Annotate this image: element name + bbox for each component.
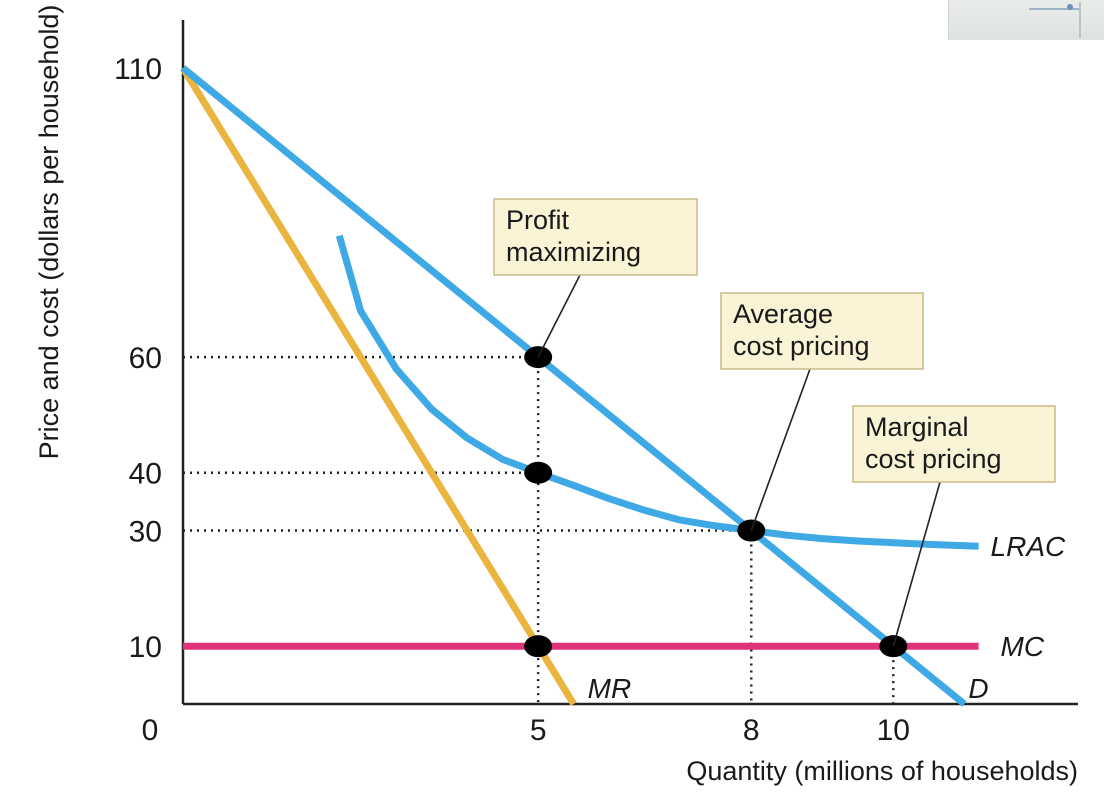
point-marker bbox=[524, 461, 553, 484]
y-axis-title: Price and cost (dollars per household) bbox=[34, 5, 64, 460]
tick-labels: 110 60 40 30 10 5 8 10 bbox=[114, 53, 910, 747]
y-tick-label: 60 bbox=[129, 342, 162, 375]
series-d-line bbox=[180, 65, 967, 707]
callout-leader bbox=[750, 368, 811, 531]
point-marker bbox=[524, 635, 553, 658]
y-tick-label: 110 bbox=[114, 53, 162, 86]
origin-label: 0 bbox=[142, 714, 159, 747]
callout-box bbox=[493, 198, 698, 276]
callout-text: Average bbox=[733, 299, 833, 329]
series-mr-line bbox=[180, 66, 577, 706]
series-lines bbox=[180, 65, 979, 707]
callout-box bbox=[852, 405, 1056, 483]
callout-text: maximizing bbox=[506, 237, 641, 267]
curve-label-d: D bbox=[968, 673, 988, 704]
callout-text: Marginal bbox=[865, 412, 969, 442]
curve-label-mr: MR bbox=[588, 673, 632, 704]
curve-labels: LRAC MC MR D bbox=[588, 531, 1066, 704]
callout-text: cost pricing bbox=[865, 444, 1002, 474]
callout-text: cost pricing bbox=[733, 331, 870, 361]
curve-label-lrac: LRAC bbox=[991, 531, 1066, 562]
axes bbox=[181, 20, 1078, 706]
y-tick-label: 10 bbox=[129, 631, 162, 664]
guide-lines bbox=[183, 355, 895, 704]
series-lrac-line bbox=[335, 234, 979, 550]
callout-leader bbox=[537, 274, 581, 358]
x-tick-label: 8 bbox=[743, 714, 760, 747]
callout-text: Profit bbox=[506, 205, 570, 235]
x-tick-label: 10 bbox=[877, 714, 910, 747]
callout-box bbox=[720, 292, 924, 370]
x-axis-title: Quantity (millions of households) bbox=[686, 756, 1078, 786]
curve-label-mc: MC bbox=[1001, 631, 1045, 662]
callout-leader bbox=[892, 481, 941, 647]
y-tick-label: 40 bbox=[129, 458, 162, 491]
video-thumbnail bbox=[948, 0, 1104, 40]
y-tick-label: 30 bbox=[129, 516, 162, 549]
x-tick-label: 5 bbox=[530, 714, 547, 747]
